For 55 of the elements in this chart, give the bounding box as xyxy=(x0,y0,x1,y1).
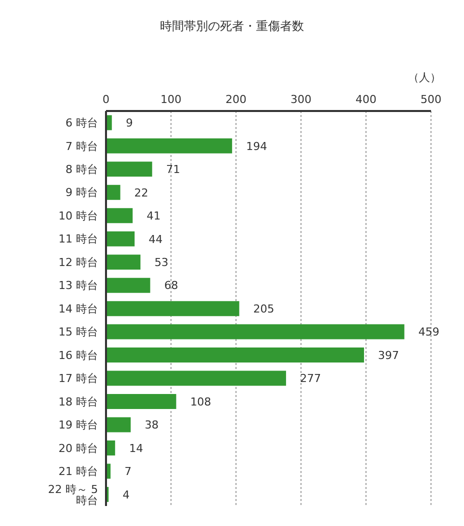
data-label: 205 xyxy=(253,302,274,316)
bar xyxy=(106,162,152,177)
data-label: 108 xyxy=(190,395,212,408)
data-label: 68 xyxy=(164,279,178,292)
x-axis-title: （人） xyxy=(408,70,441,85)
bar xyxy=(106,184,120,200)
y-tick-label: 9 時台 xyxy=(66,186,98,200)
data-label: 22 xyxy=(134,186,148,200)
bar xyxy=(106,278,150,293)
data-label: 7 xyxy=(124,465,132,478)
y-tick-label: 8 時台 xyxy=(66,162,98,176)
x-tick-label: 400 xyxy=(356,93,376,106)
data-label: 459 xyxy=(418,326,440,339)
chart-title: 時間帯別の死者・重傷者数 xyxy=(159,18,305,35)
y-tick-label: 15 時台 xyxy=(58,326,98,339)
data-label: 38 xyxy=(144,418,159,432)
bar xyxy=(106,324,404,340)
data-label: 71 xyxy=(166,163,180,176)
x-tick-label: 0 xyxy=(102,93,110,106)
bar xyxy=(106,301,240,316)
data-label: 41 xyxy=(146,210,161,223)
y-tick-label: 13 時台 xyxy=(58,279,98,292)
x-tick-label: 500 xyxy=(420,93,442,106)
y-tick-label: 10 時台 xyxy=(58,209,98,222)
y-tick-label: 12 時台 xyxy=(58,256,98,269)
x-tick-label: 200 xyxy=(226,93,246,106)
data-label: 14 xyxy=(129,442,144,455)
x-tick-label: 100 xyxy=(160,93,182,106)
y-tick-label: 20 時台 xyxy=(58,442,98,455)
data-label: 9 xyxy=(126,116,133,130)
data-label: 44 xyxy=(148,232,163,246)
bar xyxy=(106,348,364,363)
bar xyxy=(106,417,131,432)
bar xyxy=(106,370,286,386)
y-tick-label: 16 時台 xyxy=(58,348,98,362)
data-label: 277 xyxy=(300,372,322,386)
bar xyxy=(106,208,133,224)
y-tick-label: 21 時台 xyxy=(58,465,98,478)
y-tick-label: 18 時台 xyxy=(58,395,98,408)
data-label: 194 xyxy=(246,140,268,153)
y-tick-label: 14 時台 xyxy=(58,302,98,316)
bar xyxy=(106,231,135,246)
data-label: 53 xyxy=(154,256,168,269)
y-tick-label: 6 時台 xyxy=(66,116,98,130)
data-label: 4 xyxy=(122,488,130,502)
y-tick-label: 22 時～ 5 時台 xyxy=(48,482,98,507)
y-tick-label: 19 時台 xyxy=(58,418,98,432)
bar xyxy=(106,138,232,154)
bar xyxy=(106,394,176,410)
data-label: 397 xyxy=(378,348,400,362)
bar xyxy=(106,254,140,270)
y-tick-label: 7 時台 xyxy=(66,140,98,153)
y-tick-label: 17 時台 xyxy=(58,372,98,386)
x-tick-label: 300 xyxy=(290,93,312,106)
y-tick-label: 11 時台 xyxy=(58,232,98,246)
